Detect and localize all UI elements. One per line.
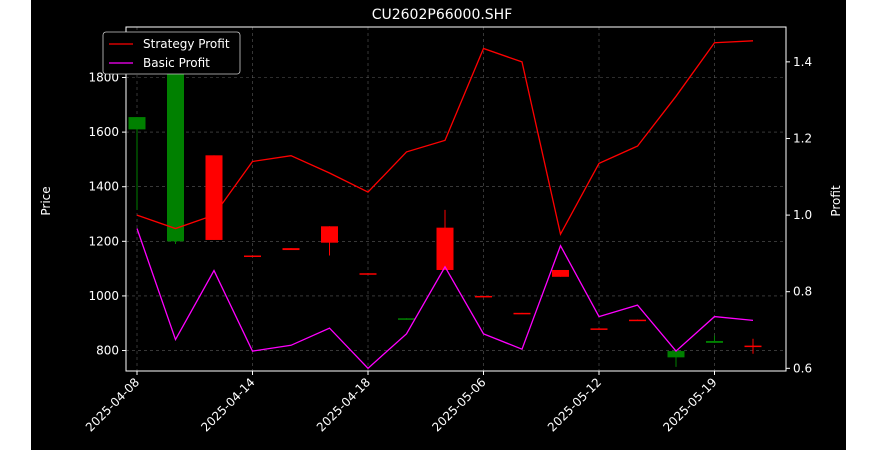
plot-frame [125, 26, 787, 372]
candle-body [744, 345, 762, 348]
x-axis: 2025-04-08 2025-04-14 2025-04-18 2025-05-06… [83, 371, 720, 434]
profit-lines [136, 40, 754, 370]
left-y-tick-label: 1000 [88, 289, 119, 303]
right-y-axis: 0.6 0.8 1.0 1.2 1.4 [786, 55, 812, 375]
left-y-tick-label: 1200 [88, 234, 119, 248]
x-tick-label: 2025-05-19 [660, 375, 719, 434]
right-y-tick-label: 0.8 [793, 285, 812, 299]
x-tick-label: 2025-05-12 [545, 375, 604, 434]
candle-body [359, 273, 377, 275]
candle-body [321, 226, 338, 243]
candle-body [475, 295, 492, 298]
candle-body [205, 155, 223, 240]
right-y-tick-label: 0.6 [793, 361, 812, 375]
candle-body [436, 227, 454, 270]
left-y-tick-label: 800 [96, 344, 119, 358]
x-tick-label: 2025-04-14 [198, 375, 257, 434]
chart-title: CU2602P66000.SHF [372, 7, 513, 23]
candle-body [282, 248, 300, 251]
right-y-tick-label: 1.0 [793, 208, 812, 222]
chart: CU2602P66000.SHF 80010001200140016001800… [39, 7, 843, 434]
legend-label-basic-profit: Basic Profit [143, 56, 210, 70]
legend-label-strategy-profit: Strategy Profit [143, 37, 230, 51]
figure: CU2602P66000.SHF 800 1000 1200 1400 1600 1800… [31, 0, 846, 450]
x-tick-label: 2025-04-18 [314, 375, 373, 434]
left-y-axis-label: Price [39, 186, 53, 215]
candle-body [513, 312, 531, 315]
grid [126, 27, 786, 371]
candle-body [167, 58, 184, 242]
candle-body [706, 340, 723, 343]
left-y-tick-label: 1600 [88, 125, 119, 139]
x-tick-label: 2025-04-08 [83, 375, 142, 434]
right-y-tick-label: 1.2 [793, 131, 812, 145]
right-y-tick-label: 1.4 [793, 55, 812, 69]
legend: Strategy Profit Basic Profit [102, 31, 241, 75]
legend-box [102, 31, 241, 75]
candle-body [128, 117, 146, 130]
left-y-tick-label: 1400 [88, 180, 119, 194]
candle-body [667, 351, 685, 358]
candle-body [398, 318, 415, 320]
candle-body [590, 328, 608, 330]
x-tick-label: 2025-05-06 [429, 375, 488, 434]
right-y-axis-label: Profit [829, 185, 843, 217]
candles [128, 58, 762, 367]
basic-profit-line [136, 228, 754, 370]
candle-body [629, 319, 646, 322]
candle-body [552, 269, 569, 277]
strategy-profit-line [136, 40, 754, 237]
candle-body [244, 255, 261, 258]
